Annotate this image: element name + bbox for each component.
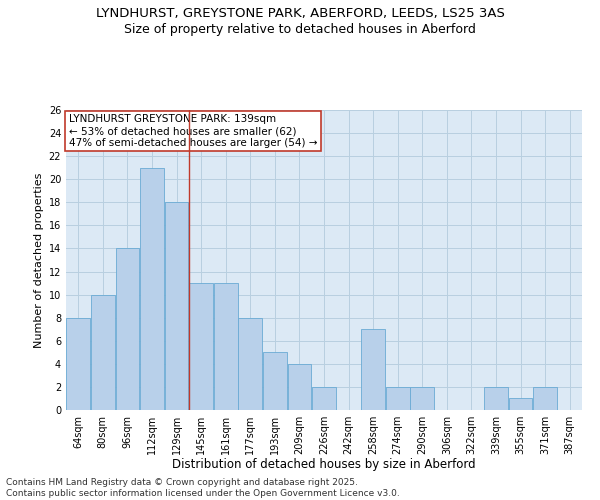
Bar: [533, 387, 557, 410]
Bar: [238, 318, 262, 410]
Bar: [386, 387, 410, 410]
Bar: [164, 202, 188, 410]
Bar: [189, 283, 213, 410]
Bar: [263, 352, 287, 410]
Bar: [312, 387, 336, 410]
Bar: [410, 387, 434, 410]
Text: LYNDHURST GREYSTONE PARK: 139sqm
← 53% of detached houses are smaller (62)
47% o: LYNDHURST GREYSTONE PARK: 139sqm ← 53% o…: [68, 114, 317, 148]
X-axis label: Distribution of detached houses by size in Aberford: Distribution of detached houses by size …: [172, 458, 476, 471]
Bar: [67, 318, 90, 410]
Bar: [361, 329, 385, 410]
Bar: [140, 168, 164, 410]
Bar: [287, 364, 311, 410]
Bar: [484, 387, 508, 410]
Bar: [509, 398, 532, 410]
Bar: [91, 294, 115, 410]
Y-axis label: Number of detached properties: Number of detached properties: [34, 172, 44, 348]
Text: Contains HM Land Registry data © Crown copyright and database right 2025.
Contai: Contains HM Land Registry data © Crown c…: [6, 478, 400, 498]
Text: Size of property relative to detached houses in Aberford: Size of property relative to detached ho…: [124, 22, 476, 36]
Bar: [116, 248, 139, 410]
Bar: [214, 283, 238, 410]
Text: LYNDHURST, GREYSTONE PARK, ABERFORD, LEEDS, LS25 3AS: LYNDHURST, GREYSTONE PARK, ABERFORD, LEE…: [95, 8, 505, 20]
